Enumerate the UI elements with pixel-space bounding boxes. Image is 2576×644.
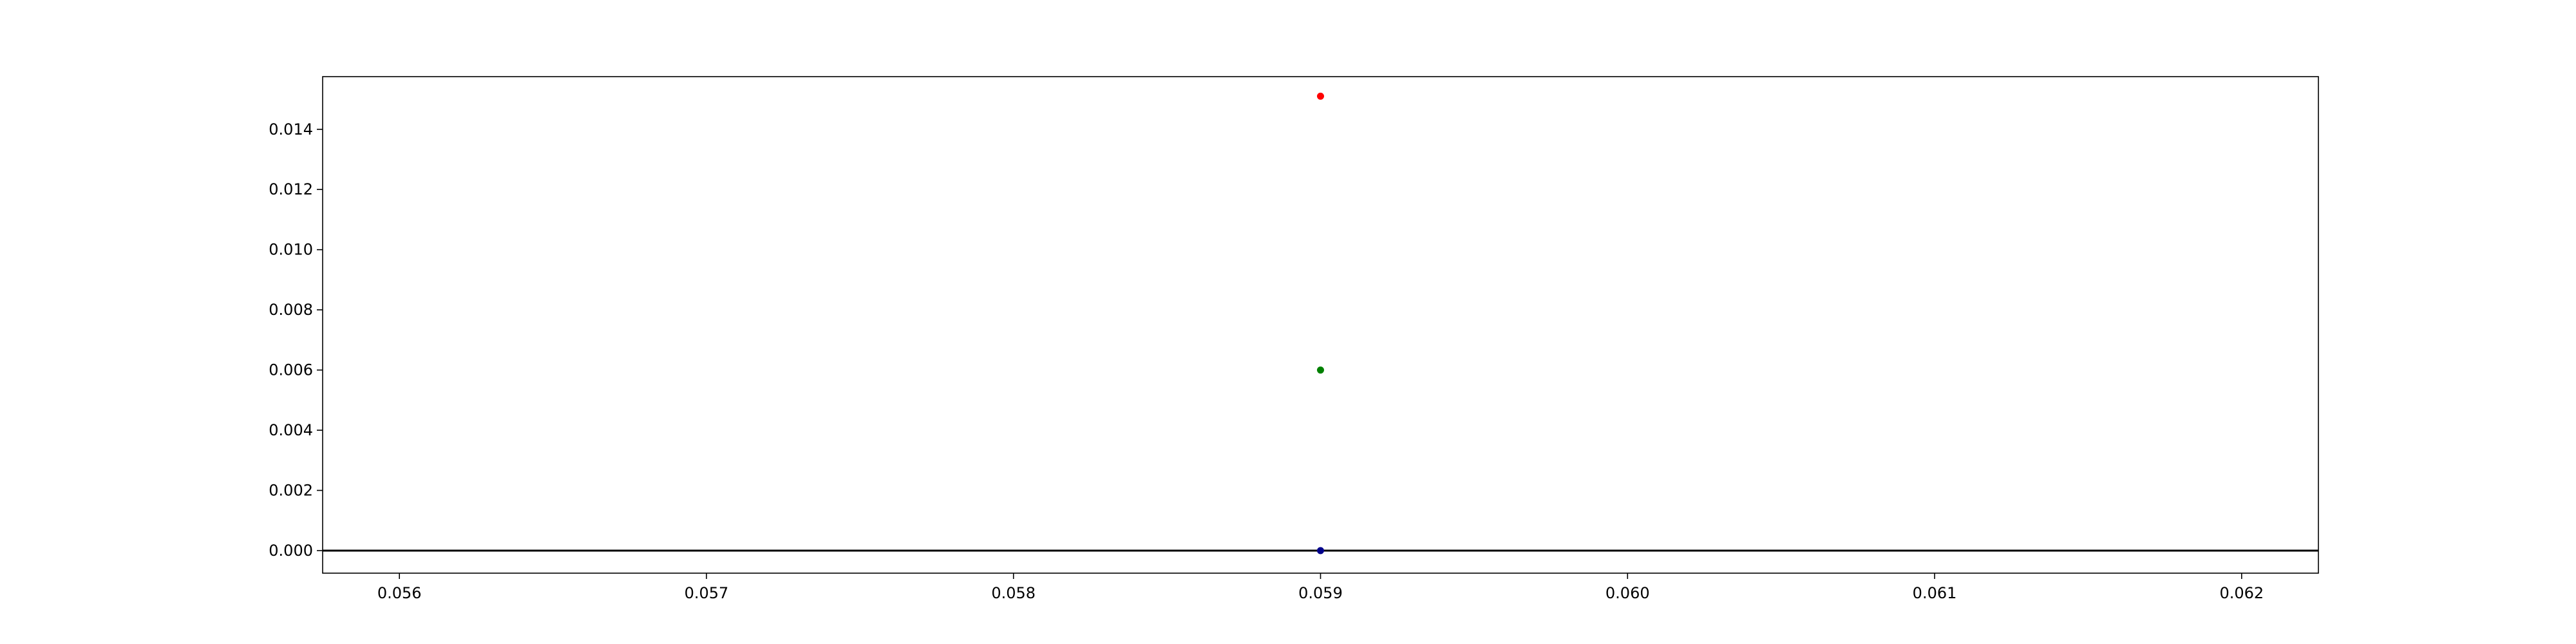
- plot-area-frame: [322, 76, 2319, 574]
- y-tick-label: 0.002: [269, 482, 313, 500]
- y-tick-label: 0.014: [269, 120, 313, 138]
- x-tick-label: 0.058: [991, 584, 1036, 602]
- x-axis: 0.056 0.057 0.058 0.059 0.060 0.061 0.062: [377, 573, 2264, 602]
- x-tick-label: 0.056: [377, 584, 422, 602]
- data-point: [1317, 92, 1324, 100]
- y-tick-label: 0.006: [269, 361, 313, 379]
- data-point: [1317, 547, 1324, 554]
- y-tick-label: 0.008: [269, 301, 313, 319]
- y-tick-label: 0.004: [269, 421, 313, 439]
- x-tick-label: 0.059: [1298, 584, 1343, 602]
- data-point: [1317, 366, 1324, 374]
- x-tick-label: 0.061: [1913, 584, 1957, 602]
- y-axis: 0.000 0.002 0.004 0.006 0.008 0.010 0.012 0.014: [269, 120, 323, 560]
- y-tick-label: 0.000: [269, 542, 313, 560]
- x-tick-label: 0.062: [2219, 584, 2264, 602]
- y-tick-label: 0.012: [269, 180, 313, 198]
- x-tick-label: 0.060: [1605, 584, 1650, 602]
- x-tick-label: 0.057: [685, 584, 729, 602]
- y-tick-label: 0.010: [269, 241, 313, 259]
- data-points: [1317, 92, 1324, 554]
